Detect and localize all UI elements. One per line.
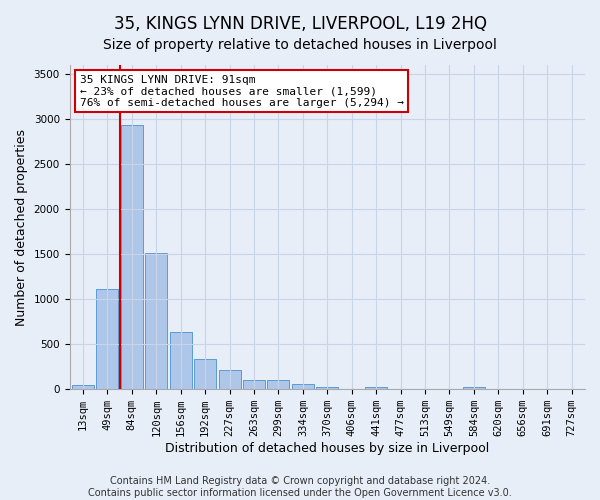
Y-axis label: Number of detached properties: Number of detached properties [15, 128, 28, 326]
Bar [145, 253, 167, 389]
Bar [243, 380, 265, 389]
Bar [72, 384, 94, 389]
Bar [316, 386, 338, 389]
Text: 35 KINGS LYNN DRIVE: 91sqm
← 23% of detached houses are smaller (1,599)
76% of s: 35 KINGS LYNN DRIVE: 91sqm ← 23% of deta… [80, 74, 404, 108]
X-axis label: Distribution of detached houses by size in Liverpool: Distribution of detached houses by size … [165, 442, 490, 455]
Bar [463, 388, 485, 389]
Bar [365, 386, 387, 389]
Text: 35, KINGS LYNN DRIVE, LIVERPOOL, L19 2HQ: 35, KINGS LYNN DRIVE, LIVERPOOL, L19 2HQ [113, 15, 487, 33]
Bar [97, 290, 118, 389]
Bar [292, 384, 314, 389]
Bar [170, 332, 191, 389]
Text: Contains HM Land Registry data © Crown copyright and database right 2024.
Contai: Contains HM Land Registry data © Crown c… [88, 476, 512, 498]
Text: Size of property relative to detached houses in Liverpool: Size of property relative to detached ho… [103, 38, 497, 52]
Bar [268, 380, 289, 389]
Bar [194, 358, 216, 389]
Bar [218, 370, 241, 389]
Bar [121, 126, 143, 389]
